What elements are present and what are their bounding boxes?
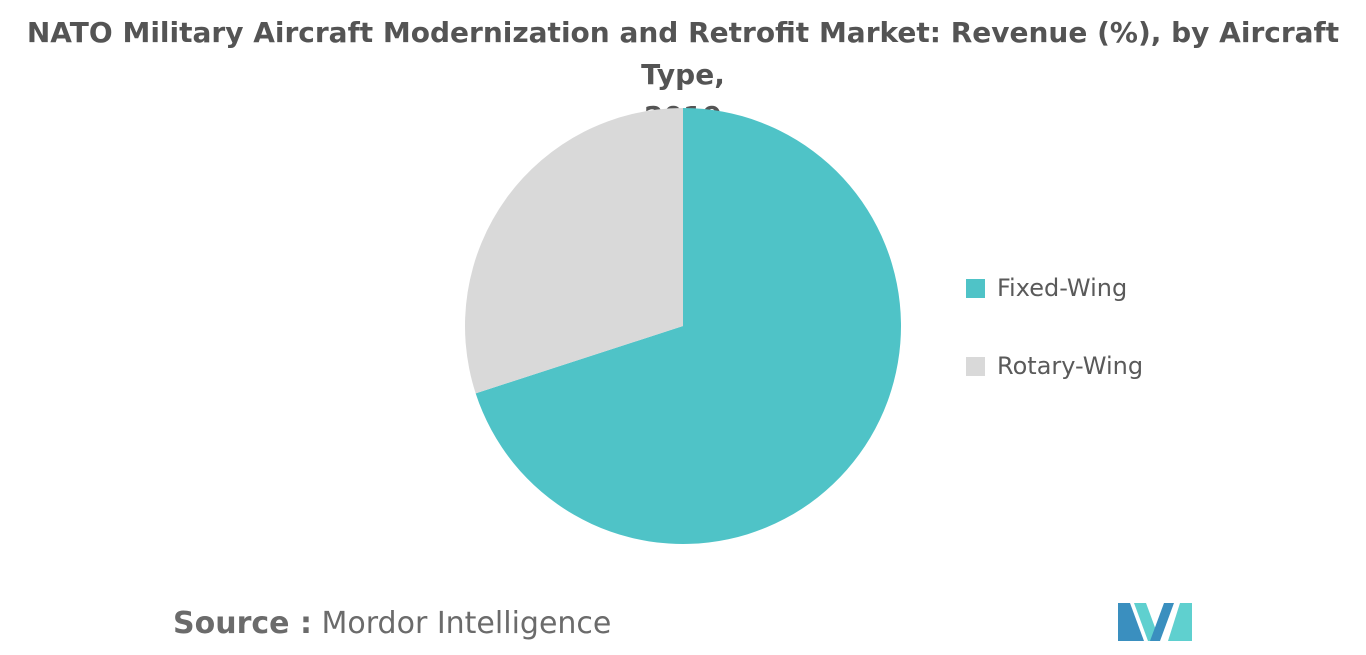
chart-legend: Fixed-Wing Rotary-Wing — [966, 270, 1143, 426]
legend-swatch-fixed-wing — [966, 278, 985, 298]
chart-title: NATO Military Aircraft Modernization and… — [0, 12, 1366, 138]
legend-swatch-rotary-wing — [966, 356, 985, 376]
legend-item-rotary-wing[interactable]: Rotary-Wing — [966, 348, 1143, 384]
legend-label-rotary-wing: Rotary-Wing — [997, 352, 1144, 380]
pie-slice-fixed-wing[interactable] — [475, 108, 901, 544]
source-attribution: Source : Mordor Intelligence — [173, 606, 611, 641]
logo-shape-left — [1118, 603, 1144, 641]
legend-label-fixed-wing: Fixed-Wing — [997, 274, 1128, 302]
pie-slice-rotary-wing[interactable] — [465, 108, 683, 394]
logo-shape-right — [1168, 603, 1192, 641]
logo-shape-mid-right — [1150, 603, 1174, 641]
source-key: Source : — [173, 606, 312, 641]
legend-item-fixed-wing[interactable]: Fixed-Wing — [966, 270, 1143, 306]
mordor-intelligence-logo — [1118, 603, 1192, 641]
source-value: Mordor Intelligence — [321, 606, 612, 641]
chart-title-line1: NATO Military Aircraft Modernization and… — [26, 16, 1340, 91]
